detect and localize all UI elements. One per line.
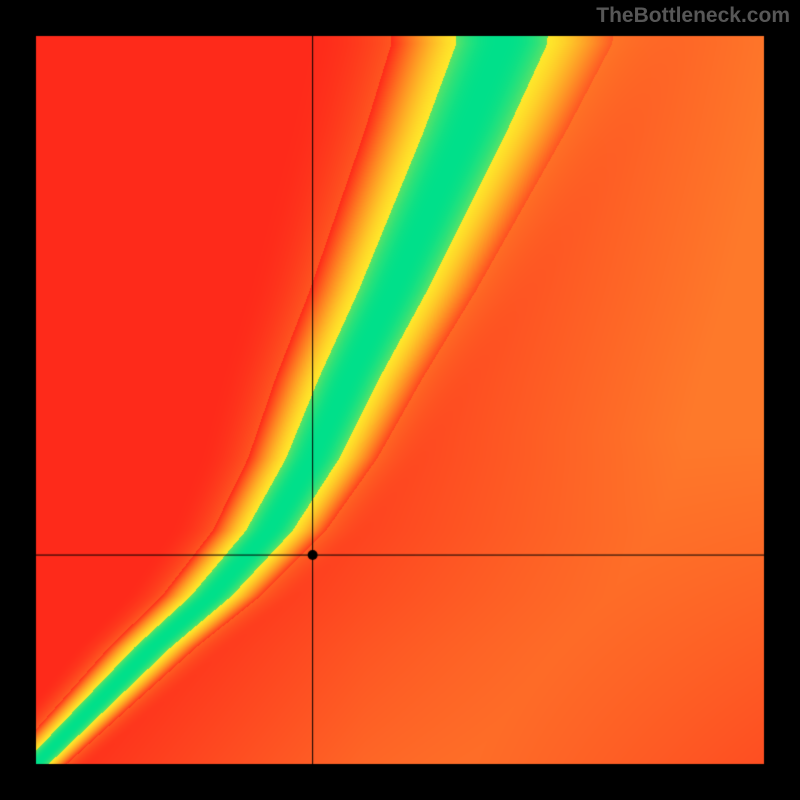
chart-container: TheBottleneck.com <box>0 0 800 800</box>
heatmap-chart <box>0 0 800 800</box>
watermark-text: TheBottleneck.com <box>596 4 790 28</box>
